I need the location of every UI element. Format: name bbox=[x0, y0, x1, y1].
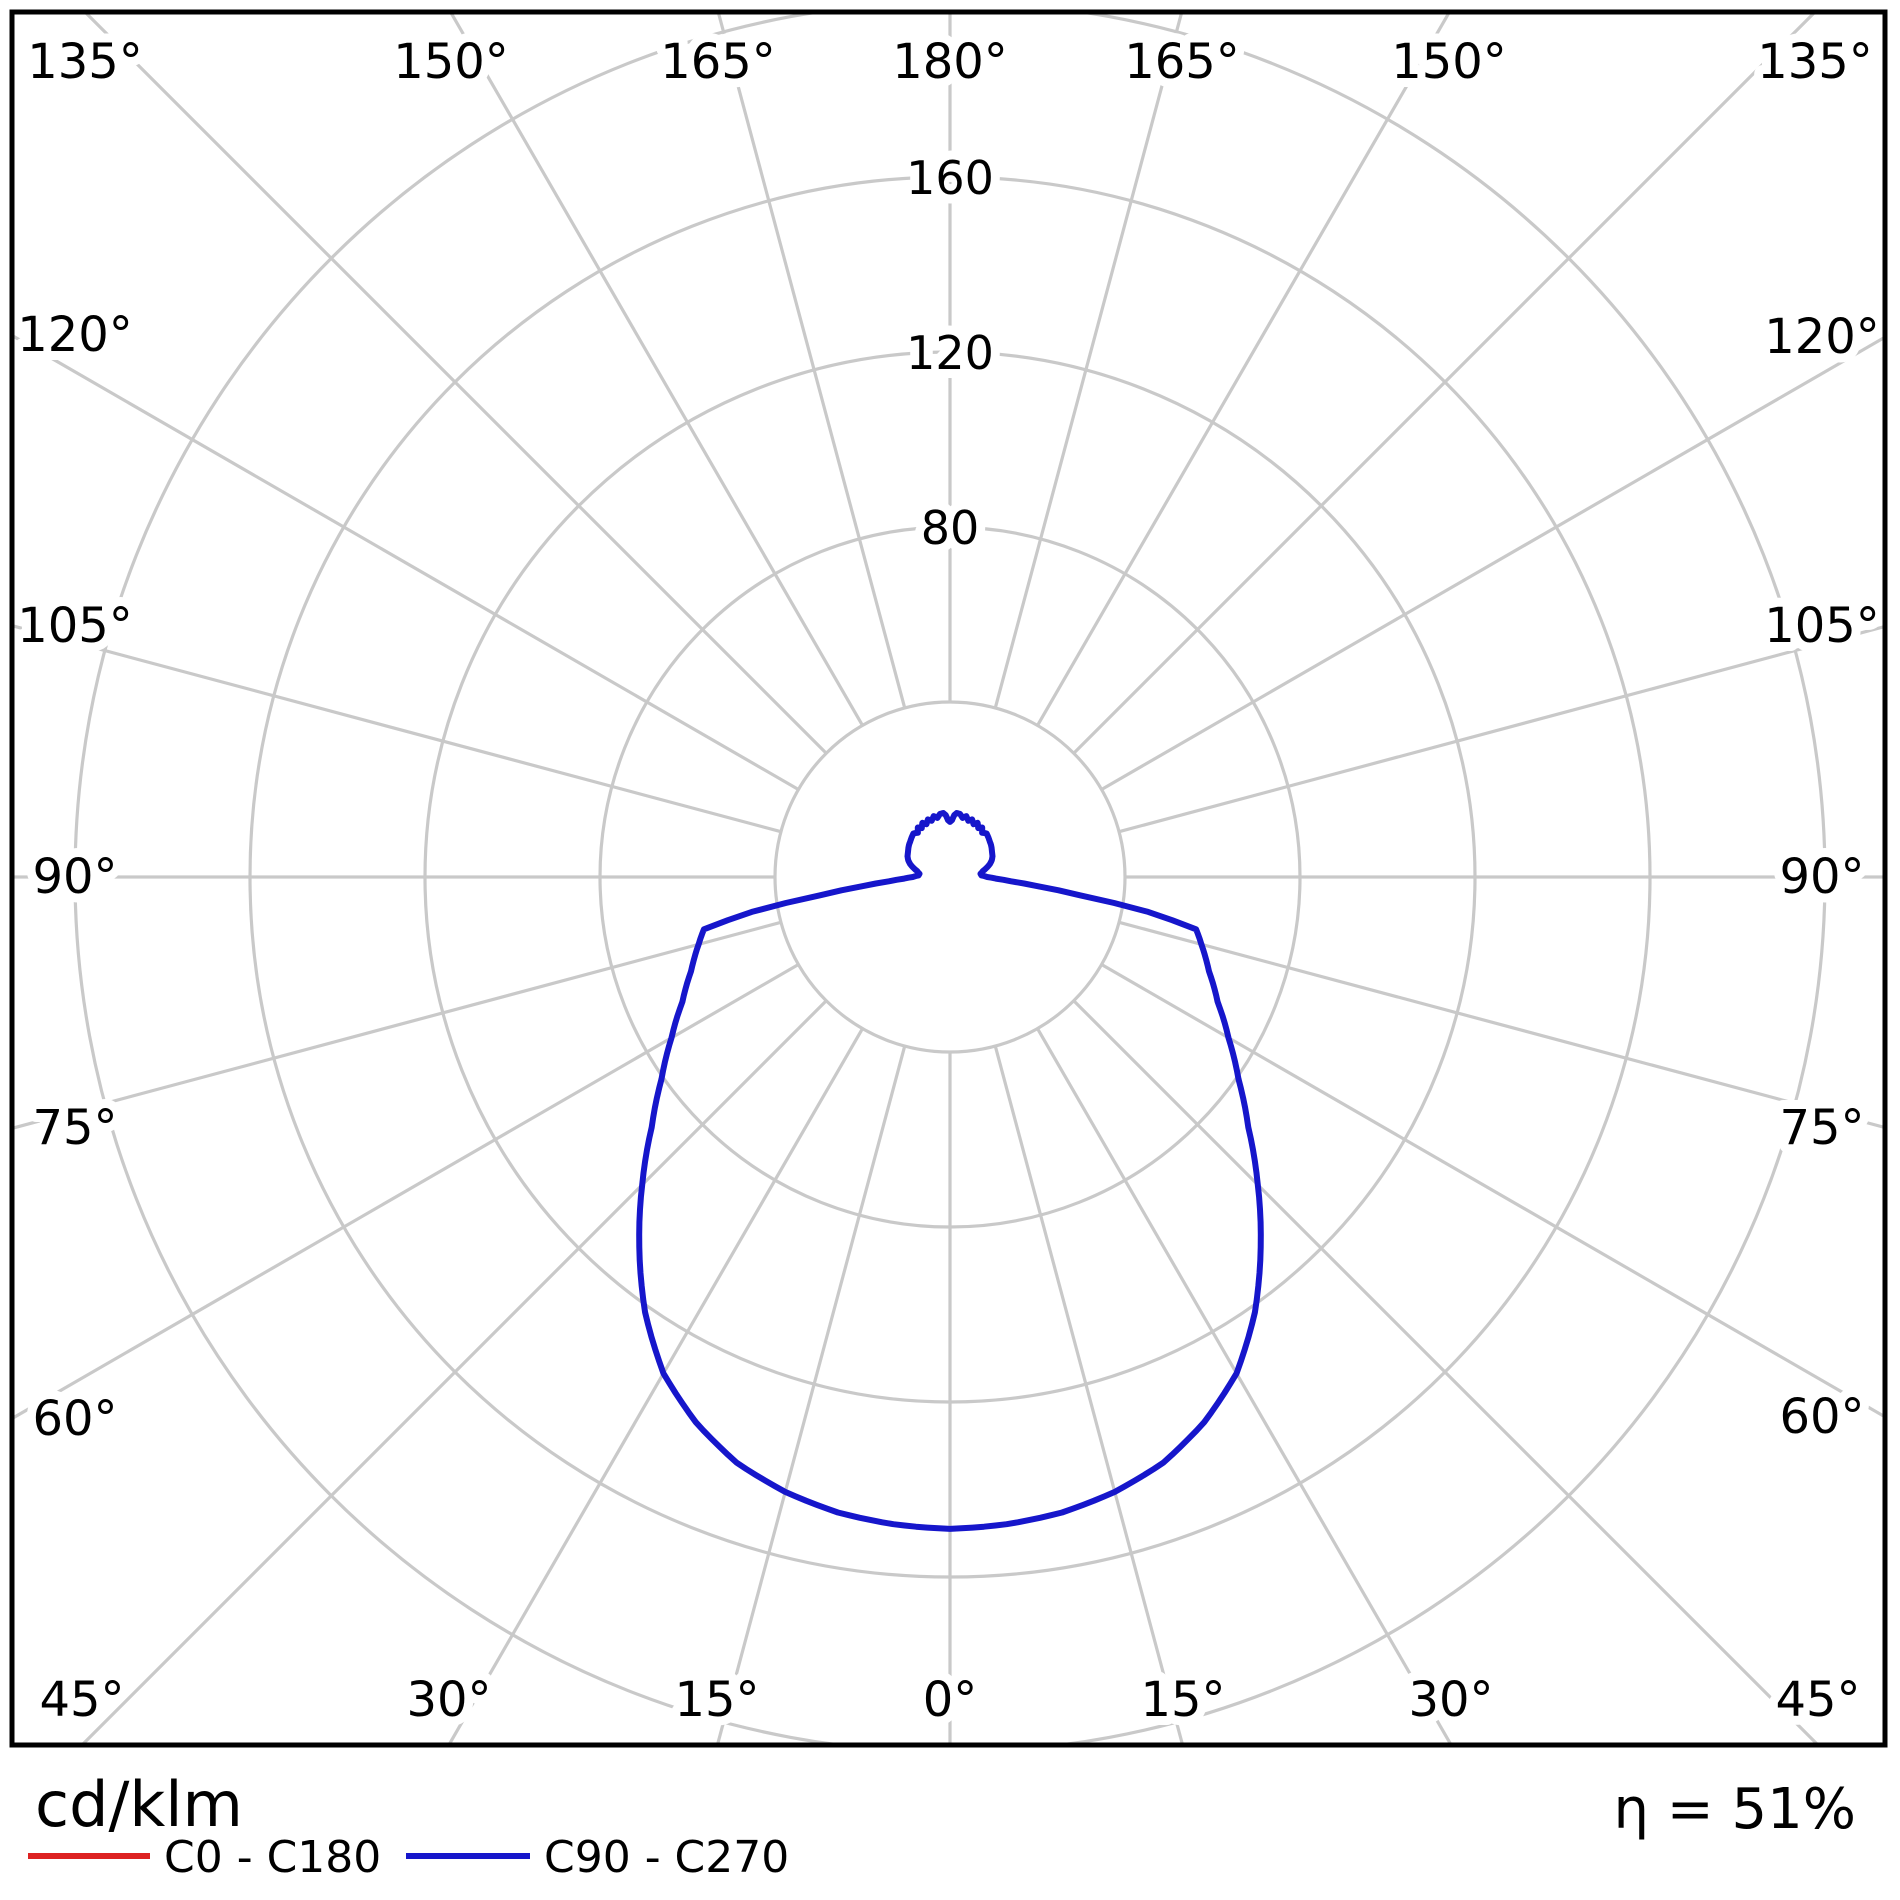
grid-spoke-330 bbox=[448, 1027, 864, 1743]
grid-spoke-195 bbox=[717, 14, 907, 709]
grid-spoke-135 bbox=[1072, 14, 1816, 755]
grid-spoke-165 bbox=[993, 14, 1183, 709]
ring-tick-label-160: 160 bbox=[906, 151, 994, 205]
angle-label-150-left: 150° bbox=[393, 34, 509, 90]
grid-labels: 80 120 160 0° 15° 15° 30° 30° 45° 45° 60° 60° 75° 75°… bbox=[8, 25, 1889, 1737]
efficiency-label: η = 51% bbox=[1614, 1777, 1856, 1842]
angle-label-75-right: 75° bbox=[1779, 1100, 1864, 1156]
angle-label-90-right: 90° bbox=[1779, 849, 1864, 905]
grid-spoke-15 bbox=[993, 1045, 1184, 1743]
angle-label-105-right: 105° bbox=[1764, 598, 1880, 654]
grid-spoke-345 bbox=[716, 1045, 907, 1743]
angle-label-45-right: 45° bbox=[1775, 1672, 1860, 1728]
angle-label-75-left: 75° bbox=[32, 1100, 117, 1156]
angle-label-15-right: 15° bbox=[1140, 1672, 1225, 1728]
grid-spoke-285 bbox=[14, 920, 782, 1130]
grid-spoke-300 bbox=[14, 963, 800, 1420]
angle-label-135-right: 135° bbox=[1757, 34, 1873, 90]
legend-label-c90-c270: C90 - C270 bbox=[544, 1832, 789, 1883]
angle-label-45-left: 45° bbox=[39, 1672, 124, 1728]
angle-label-60-right: 60° bbox=[1779, 1389, 1864, 1445]
ring-tick-label-80: 80 bbox=[921, 501, 980, 555]
ring-tick-label-120: 120 bbox=[906, 326, 994, 380]
angle-label-15-left: 15° bbox=[674, 1672, 759, 1728]
angle-label-180-right: 180° bbox=[892, 34, 1008, 90]
grid-ring-40 bbox=[773, 700, 1127, 1054]
grid-spoke-150 bbox=[1036, 14, 1451, 727]
angle-label-120-left: 120° bbox=[17, 307, 133, 363]
angle-label-120-right: 120° bbox=[1764, 309, 1880, 365]
plot-border bbox=[9, 9, 1888, 1748]
grid-spoke-30 bbox=[1036, 1027, 1452, 1743]
curve-c90-c270 bbox=[636, 810, 1264, 1532]
grid-spoke-60 bbox=[1100, 963, 1883, 1418]
grid-spoke-210 bbox=[449, 14, 864, 727]
grid-spoke-315 bbox=[81, 999, 828, 1743]
angle-label-0-right: 0° bbox=[923, 1672, 978, 1728]
grid-spoke-45 bbox=[1072, 999, 1819, 1743]
grid-spoke-225 bbox=[84, 14, 828, 755]
intensity-curves bbox=[636, 810, 1264, 1532]
angle-label-30-left: 30° bbox=[406, 1672, 491, 1728]
angle-label-165-right: 165° bbox=[1124, 34, 1240, 90]
angle-label-105-left: 105° bbox=[17, 598, 133, 654]
angle-label-165-left: 165° bbox=[660, 34, 776, 90]
angle-label-60-left: 60° bbox=[32, 1391, 117, 1447]
units-label: cd/klm bbox=[35, 1768, 243, 1841]
grid-spoke-120 bbox=[1100, 336, 1883, 791]
angle-label-90-left: 90° bbox=[32, 849, 117, 905]
grid-spoke-75 bbox=[1118, 920, 1883, 1129]
angle-label-30-right: 30° bbox=[1408, 1672, 1493, 1728]
grid-spoke-240 bbox=[14, 334, 800, 791]
angle-label-135-left: 135° bbox=[27, 34, 143, 90]
grid-spoke-255 bbox=[14, 624, 782, 834]
grid-spoke-105 bbox=[1118, 625, 1883, 834]
legend-label-c0-c180: C0 - C180 bbox=[164, 1832, 381, 1883]
angle-label-150-right: 150° bbox=[1391, 34, 1507, 90]
